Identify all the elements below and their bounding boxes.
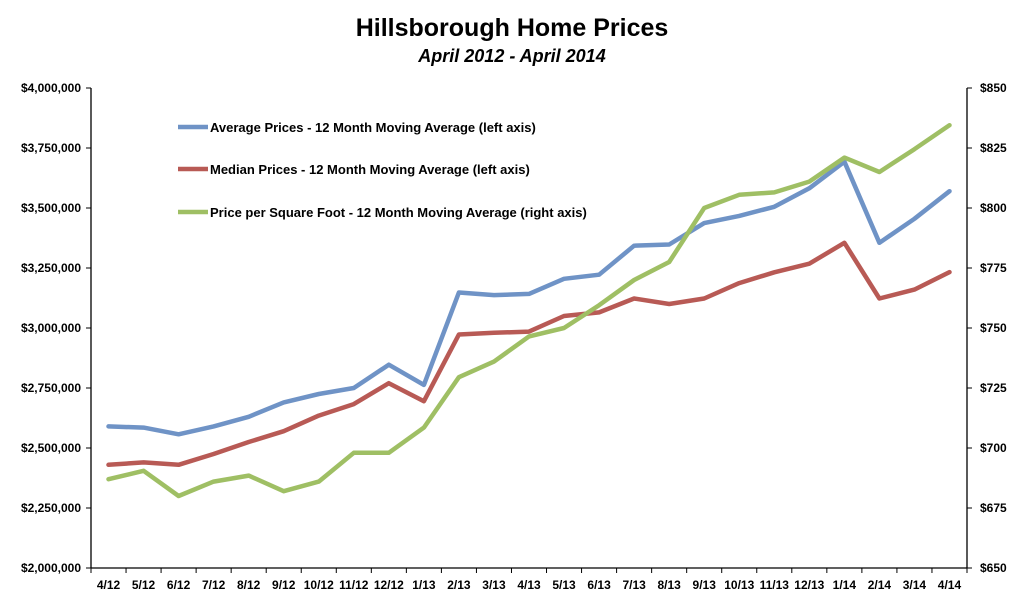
x-tick-label: 2/14: [868, 578, 892, 592]
x-tick-label: 11/12: [339, 578, 369, 592]
x-tick-label: 11/13: [760, 578, 790, 592]
x-tick-label: 8/13: [657, 578, 681, 592]
x-tick-label: 9/13: [693, 578, 717, 592]
x-tick-label: 4/13: [517, 578, 541, 592]
x-tick-label: 2/13: [447, 578, 471, 592]
chart-title: Hillsborough Home Prices: [355, 14, 669, 42]
legend-label-3: Price per Square Foot - 12 Month Moving …: [210, 205, 587, 220]
y-right-tick-label: $750: [980, 321, 1007, 335]
y-left-tick-label: $2,750,000: [21, 381, 81, 395]
y-left-tick-label: $3,000,000: [21, 321, 81, 335]
x-tick-label: 10/12: [304, 578, 334, 592]
x-tick-label: 3/13: [482, 578, 506, 592]
series-line-2: [106, 240, 952, 468]
y-right-tick-label: $800: [980, 201, 1007, 215]
y-left-tick-label: $4,000,000: [21, 81, 81, 95]
x-tick-label: 7/12: [202, 578, 226, 592]
legend: Average Prices - 12 Month Moving Average…: [178, 120, 587, 220]
x-tick-label: 4/14: [938, 578, 962, 592]
x-tick-label: 5/12: [132, 578, 156, 592]
y-left-tick-label: $2,500,000: [21, 441, 81, 455]
x-tick-label: 8/12: [237, 578, 261, 592]
y-right-tick-label: $700: [980, 441, 1007, 455]
x-tick-label: 4/12: [97, 578, 121, 592]
x-tick-label: 9/12: [272, 578, 296, 592]
x-tick-label: 10/13: [724, 578, 754, 592]
y-left-tick-label: $3,500,000: [21, 201, 81, 215]
x-tick-label: 7/13: [622, 578, 646, 592]
series-line-3: [106, 122, 952, 499]
y-left-tick-label: $3,250,000: [21, 261, 81, 275]
y-left-tick-label: $3,750,000: [21, 141, 81, 155]
y-right-tick-label: $825: [980, 141, 1007, 155]
y-right-tick-label: $675: [980, 501, 1007, 515]
y-right-tick-label: $775: [980, 261, 1007, 275]
x-tick-label: 6/12: [167, 578, 191, 592]
y-right-tick-label: $725: [980, 381, 1007, 395]
x-tick-label: 1/14: [833, 578, 857, 592]
x-tick-label: 3/14: [903, 578, 927, 592]
legend-label-2: Median Prices - 12 Month Moving Average …: [210, 162, 530, 177]
x-tick-label: 12/13: [794, 578, 824, 592]
x-tick-label: 5/13: [552, 578, 576, 592]
y-right-tick-label: $650: [980, 561, 1007, 575]
x-tick-label: 6/13: [587, 578, 611, 592]
y-left-tick-label: $2,000,000: [21, 561, 81, 575]
series-line-1: [106, 159, 952, 437]
y-right-tick-label: $850: [980, 81, 1007, 95]
x-tick-label: 12/12: [374, 578, 404, 592]
chart-subtitle: April 2012 - April 2014: [418, 46, 606, 66]
y-left-tick-label: $2,250,000: [21, 501, 81, 515]
legend-label-1: Average Prices - 12 Month Moving Average…: [210, 120, 536, 135]
x-tick-label: 1/13: [412, 578, 436, 592]
